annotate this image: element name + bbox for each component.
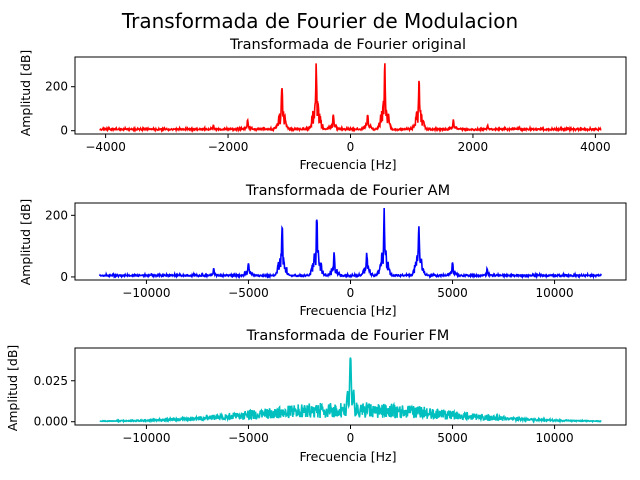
x-tick-label: 0 (347, 286, 355, 300)
x-tick-label: 5000 (437, 431, 468, 445)
y-tick-label: 200 (45, 208, 68, 222)
x-tick-label: 4000 (580, 140, 611, 154)
y-tick-label: 200 (45, 80, 68, 94)
subplot-am: Transformada de Fourier AM −10000 −5000 0 5… (18, 183, 627, 318)
x-tick-label: −10000 (122, 431, 170, 445)
x-tick-label: 0 (347, 140, 355, 154)
figure-title: Transformada de Fourier de Modulacion (121, 9, 518, 33)
x-axis-label: Frecuencia [Hz] (300, 303, 397, 318)
subplot-title: Transformada de Fourier FM (246, 328, 450, 344)
subplot-original: Transformada de Fourier original −4000 −2… (18, 37, 627, 172)
axes-frame (74, 56, 627, 135)
x-tick-label: 2000 (458, 140, 489, 154)
x-tick-label: −4000 (85, 140, 126, 154)
x-tick-label: 0 (347, 431, 355, 445)
series-line (99, 357, 602, 424)
x-tick-label: 10000 (535, 286, 573, 300)
plot-area: −10000 −5000 0 5000 10000 0 200 (45, 202, 627, 300)
plot-area: −4000 −2000 0 2000 4000 0 200 (45, 56, 627, 154)
subplot-title: Transformada de Fourier AM (245, 183, 450, 199)
y-axis-label: Amplitud [dB] (18, 50, 33, 137)
x-tick-label: −5000 (228, 431, 269, 445)
y-axis-label: Amplitud [dB] (18, 199, 33, 286)
plot-area: −10000 −5000 0 5000 10000 0.000 0.025 (34, 347, 627, 445)
series-line (99, 63, 602, 134)
axes-frame (74, 202, 627, 281)
subplot-title: Transformada de Fourier original (229, 37, 466, 53)
x-tick-label: −2000 (208, 140, 249, 154)
y-tick-label: 0.000 (34, 415, 68, 429)
y-tick-label: 0 (60, 270, 68, 284)
y-tick-label: 0 (60, 124, 68, 138)
series-line (98, 207, 602, 280)
x-tick-label: 10000 (535, 431, 573, 445)
x-tick-label: 5000 (437, 286, 468, 300)
subplot-fm: Transformada de Fourier FM −10000 −5000 0 5… (5, 328, 627, 464)
x-axis-label: Frecuencia [Hz] (300, 449, 397, 464)
y-axis-label: Amplitud [dB] (5, 345, 20, 432)
x-axis-label: Frecuencia [Hz] (300, 157, 397, 172)
y-tick-label: 0.025 (34, 374, 68, 388)
x-tick-label: −5000 (228, 286, 269, 300)
x-tick-label: −10000 (122, 286, 170, 300)
